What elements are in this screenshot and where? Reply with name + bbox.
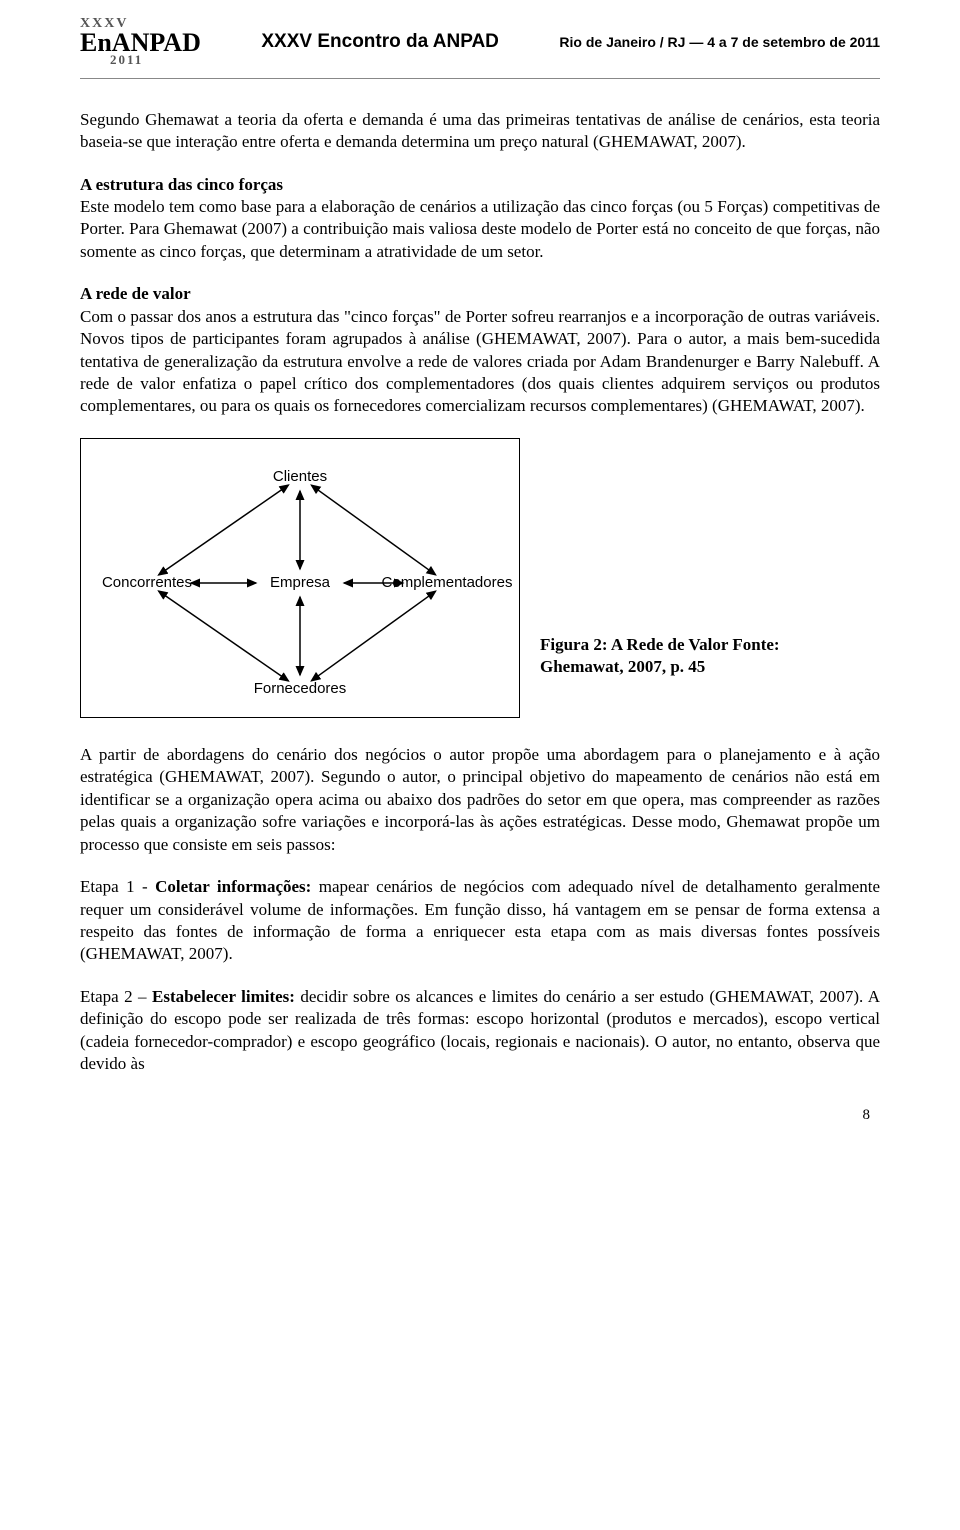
- page-header: XXXV EnANPAD 2011 XXXV Encontro da ANPAD…: [80, 0, 880, 74]
- paragraph-5: Etapa 1 - Coletar informações: mapear ce…: [80, 876, 880, 966]
- figure-caption-line1: Figura 2: A Rede de Valor Fonte:: [540, 635, 780, 654]
- paragraph-6: Etapa 2 – Estabelecer limites: decidir s…: [80, 986, 880, 1076]
- paragraph-4: A partir de abordagens do cenário dos ne…: [80, 744, 880, 856]
- figure-caption: Figura 2: A Rede de Valor Fonte: Ghemawa…: [540, 634, 780, 718]
- value-network-diagram: Clientes Concorrentes Empresa Complementado…: [80, 438, 520, 718]
- figure-row: Clientes Concorrentes Empresa Complementado…: [80, 438, 880, 718]
- header-logo: XXXV EnANPAD 2011: [80, 18, 201, 66]
- paragraph-2-body: Este modelo tem como base para a elabora…: [80, 197, 880, 261]
- logo-main: EnANPAD: [80, 31, 201, 54]
- etapa1-bold: Coletar informações:: [155, 877, 311, 896]
- header-venue: Rio de Janeiro / RJ — 4 a 7 de setembro …: [559, 34, 880, 50]
- paragraph-3: A rede de valor Com o passar dos anos a …: [80, 283, 880, 418]
- etapa1-pre: Etapa 1 -: [80, 877, 155, 896]
- body-text: Segundo Ghemawat a teoria da oferta e de…: [80, 109, 880, 1076]
- etapa2-pre: Etapa 2 –: [80, 987, 152, 1006]
- figure-caption-line2: Ghemawat, 2007, p. 45: [540, 657, 705, 676]
- paragraph-2: A estrutura das cinco forças Este modelo…: [80, 174, 880, 264]
- svg-text:Empresa: Empresa: [270, 574, 331, 591]
- header-divider: [80, 78, 880, 79]
- svg-text:Concorrentes: Concorrentes: [102, 574, 192, 591]
- svg-text:Complementadores: Complementadores: [382, 574, 513, 591]
- heading-rede-valor: A rede de valor: [80, 284, 191, 303]
- svg-text:Fornecedores: Fornecedores: [254, 680, 347, 697]
- paragraph-3-body: Com o passar dos anos a estrutura das "c…: [80, 307, 880, 416]
- svg-text:Clientes: Clientes: [273, 468, 327, 485]
- heading-cinco-forcas: A estrutura das cinco forças: [80, 175, 283, 194]
- page-number: 8: [863, 1107, 871, 1124]
- header-title: XXXV Encontro da ANPAD: [201, 31, 560, 53]
- paragraph-1: Segundo Ghemawat a teoria da oferta e de…: [80, 109, 880, 154]
- etapa2-bold: Estabelecer limites:: [152, 987, 295, 1006]
